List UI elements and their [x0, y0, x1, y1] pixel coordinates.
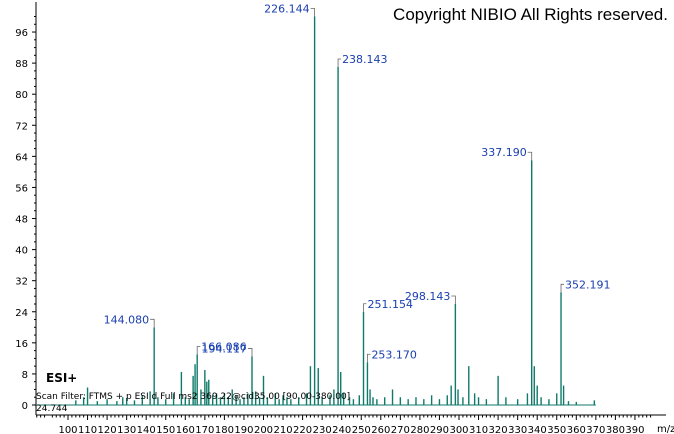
peak-label-connector [337, 58, 342, 68]
x-tick-label: 150 [156, 425, 175, 434]
y-tick-label: 16 [15, 339, 28, 350]
x-axis-label: m/z [657, 424, 674, 434]
peak-label-connector [310, 8, 316, 17]
y-tick-label: 56 [15, 183, 28, 194]
spectrum-peaks [75, 16, 596, 405]
peak-label: 144.080 [104, 313, 150, 326]
ion-mode-label: ESI+ [46, 371, 77, 385]
x-tick-label: 240 [332, 425, 351, 434]
max-intensity-text: 24.744 [36, 404, 68, 414]
peak-label-connector [150, 318, 155, 328]
scan-filter-text: Scan Filter: FTMS + p ESI d Full ms2 369… [36, 392, 350, 402]
x-tick-label: 210 [274, 425, 293, 434]
x-tick-label: 330 [508, 425, 527, 434]
peak-label: 253.170 [371, 348, 417, 361]
peak-label: 194.117 [201, 342, 247, 355]
peak-label: 238.143 [342, 53, 388, 66]
x-tick-label: 360 [567, 425, 586, 434]
x-tick-label: 380 [606, 425, 625, 434]
x-tick-label: 100 [58, 425, 77, 434]
x-tick-label: 260 [371, 425, 390, 434]
peak-label-connector [527, 151, 533, 161]
peak-label-connector [367, 353, 371, 363]
x-tick-label: 170 [195, 425, 214, 434]
y-tick-label: 8 [22, 370, 28, 381]
x-tick-label: 300 [449, 425, 468, 434]
x-tick-label: 140 [137, 425, 156, 434]
peak-label: 298.143 [405, 290, 451, 303]
y-tick-label: 64 [15, 152, 28, 163]
x-tick-label: 130 [117, 425, 136, 434]
y-tick-label: 0 [22, 401, 28, 412]
peak-label-connector [560, 283, 565, 293]
y-tick-label: 80 [15, 90, 28, 101]
x-tick-label: 320 [489, 425, 508, 434]
x-tick-label: 220 [293, 425, 312, 434]
x-tick-label: 350 [547, 425, 566, 434]
y-tick-label: 72 [15, 121, 28, 132]
x-tick-label: 180 [215, 425, 234, 434]
y-tick-label: 32 [15, 277, 28, 288]
x-tick-label: 160 [176, 425, 195, 434]
x-tick-label: 250 [352, 425, 371, 434]
y-axis-ticks: 0 8 16 24 32 40 48 56 64 72 80 88 96 [15, 16, 36, 412]
x-axis-ticks: 100 110 120 130 140 150 160 170 180 190 200 210 220 2… [36, 415, 652, 434]
peak-label-connector [196, 346, 201, 355]
y-tick-label: 24 [15, 308, 28, 319]
peak-label-connector [363, 303, 367, 312]
x-tick-label: 110 [78, 425, 97, 434]
y-tick-label: 40 [15, 246, 28, 257]
peak-label-connector [247, 348, 253, 357]
x-tick-label: 280 [410, 425, 429, 434]
peak-label-connector [451, 295, 456, 304]
x-tick-label: 310 [469, 425, 488, 434]
x-tick-label: 290 [430, 425, 449, 434]
y-tick-label: 88 [15, 59, 28, 70]
x-tick-label: 390 [625, 425, 644, 434]
peak-label: 352.191 [565, 278, 611, 291]
peak-label: 226.144 [264, 3, 310, 16]
x-tick-label: 370 [586, 425, 605, 434]
peak-label: 251.154 [368, 298, 414, 311]
y-tick-label: 96 [15, 28, 28, 39]
x-tick-label: 270 [391, 425, 410, 434]
copyright-notice: Copyright NIBIO All Rights reserved. [393, 5, 668, 24]
peak-label: 337.190 [481, 146, 527, 159]
y-tick-label: 48 [15, 215, 28, 226]
x-tick-label: 340 [528, 425, 547, 434]
peak-label: 166.086 [201, 340, 247, 353]
x-tick-label: 190 [234, 425, 253, 434]
x-tick-label: 200 [254, 425, 273, 434]
x-tick-label: 230 [313, 425, 332, 434]
x-tick-label: 120 [98, 425, 117, 434]
